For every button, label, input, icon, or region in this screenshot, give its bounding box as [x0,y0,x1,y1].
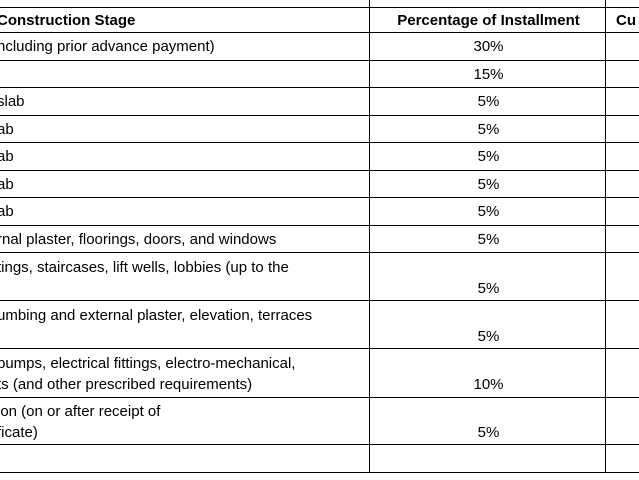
stage-cell: ab [0,148,14,165]
stage-cell: pumps, electrical fittings, electro-mech… [0,355,296,372]
percentage-cell: 15% [473,66,504,83]
percentage-cell: 5% [477,203,500,220]
stage-cell: slab [0,93,25,110]
row-divider [0,252,639,253]
stage-cell: ncluding prior advance payment) [0,38,215,55]
header-percentage-of-installment: Percentage of Installment [397,12,580,29]
header-cumulative-partial: Cu [616,12,636,29]
stage-cell: ab [0,121,14,138]
column-divider-stage [369,0,370,472]
percentage-cell: 5% [477,280,500,297]
stage-cell-line-2: ts (and other prescribed requirements) [0,376,253,393]
row-divider [0,197,639,198]
percentage-cell: 5% [477,231,500,248]
percentage-cell: 5% [477,424,500,441]
percentage-cell: 5% [477,93,500,110]
percentage-cell: 5% [477,148,500,165]
stage-cell: ion (on or after receipt of [0,403,161,420]
row-divider [0,7,639,8]
stage-cell: tings, staircases, lift wells, lobbies (… [0,259,289,276]
row-divider [0,87,639,88]
row-divider [0,32,639,33]
row-divider [0,142,639,143]
row-divider [0,444,639,445]
column-divider-percentage [605,0,606,472]
stage-cell: ab [0,203,14,220]
stage-cell-line-2: ficate) [0,424,38,441]
percentage-cell: 10% [473,376,504,393]
stage-cell: ab [0,176,14,193]
row-divider [0,472,639,473]
percentage-cell: 30% [473,38,504,55]
row-divider [0,348,639,349]
percentage-cell: 5% [477,328,500,345]
row-divider [0,225,639,226]
row-divider [0,397,639,398]
percentage-cell: 5% [477,121,500,138]
row-divider [0,170,639,171]
header-construction-stage: Construction Stage [0,12,136,29]
row-divider [0,300,639,301]
row-divider [0,60,639,61]
stage-cell: umbing and external plaster, elevation, … [0,307,313,324]
stage-cell: rnal plaster, floorings, doors, and wind… [0,231,277,248]
row-divider [0,115,639,116]
percentage-cell: 5% [477,176,500,193]
